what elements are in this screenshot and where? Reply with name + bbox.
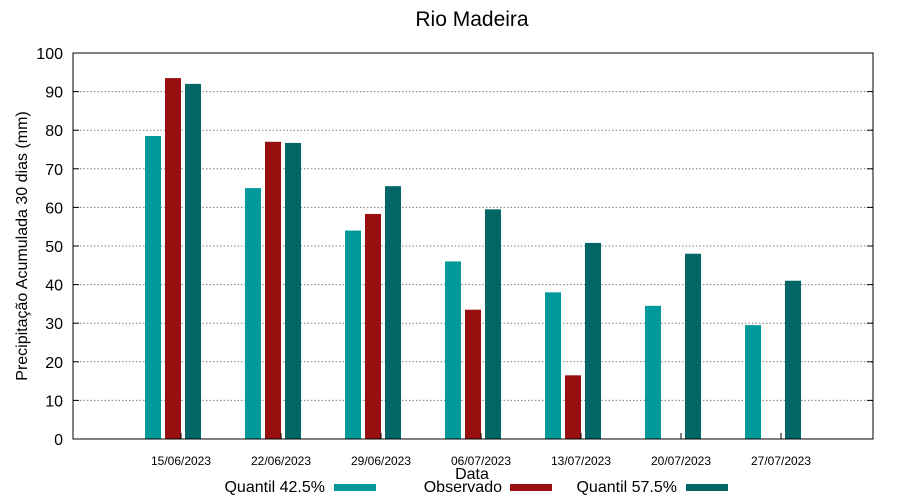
x-tick-label: 20/07/2023 (651, 454, 711, 468)
x-tick-label: 27/07/2023 (751, 454, 811, 468)
bar-quantil-42-5--6 (745, 325, 761, 439)
y-tick-label: 10 (45, 393, 63, 410)
bar-quantil-57-5--0 (185, 83, 201, 439)
x-axis-ticks: 15/06/2023 22/06/2023 29/06/2023 06/07/2023… (151, 433, 811, 468)
bar-quantil-42-5--4 (545, 292, 561, 439)
legend-label: Quantil 57.5% (576, 479, 677, 496)
y-axis-ticks: 0 10 20 30 40 50 60 70 80 90 100 (36, 46, 873, 449)
x-tick-label: 22/06/2023 (251, 454, 311, 468)
bar-quantil-42-5--2 (345, 230, 361, 439)
legend-swatch (686, 484, 728, 491)
bar-observado-2 (365, 213, 381, 439)
legend-swatch (510, 484, 552, 491)
x-tick-label: 06/07/2023 (451, 454, 511, 468)
legend-label: Quantil 42.5% (224, 479, 325, 496)
bar-quantil-57-5--3 (485, 209, 501, 439)
y-tick-label: 30 (45, 316, 63, 333)
bar-quantil-57-5--5 (685, 253, 701, 439)
y-tick-label: 60 (45, 200, 63, 217)
bar-observado-0 (165, 78, 181, 439)
bar-observado-1 (265, 141, 281, 439)
bar-quantil-57-5--4 (585, 242, 601, 439)
bar-quantil-57-5--1 (285, 142, 301, 440)
y-tick-label: 50 (45, 239, 63, 256)
bar-quantil-42-5--0 (145, 135, 161, 440)
x-tick-label: 13/07/2023 (551, 454, 611, 468)
y-tick-label: 80 (45, 123, 63, 140)
bar-quantil-57-5--6 (785, 280, 801, 439)
y-tick-label: 90 (45, 85, 63, 102)
bar-quantil-57-5--2 (385, 186, 401, 439)
bar-quantil-42-5--1 (245, 188, 261, 439)
legend: Quantil 42.5% Observado Quantil 57.5% (224, 479, 728, 496)
x-axis-label: Data (455, 466, 489, 483)
bars (145, 78, 801, 440)
bar-observado-4 (565, 375, 581, 439)
x-tick-label: 15/06/2023 (151, 454, 211, 468)
bar-quantil-42-5--5 (645, 305, 661, 439)
y-tick-label: 100 (36, 46, 63, 63)
legend-swatch (334, 484, 376, 491)
legend-label: Observado (424, 479, 502, 496)
chart-title: Rio Madeira (415, 8, 529, 31)
y-tick-label: 20 (45, 355, 63, 372)
bar-quantil-42-5--3 (445, 261, 461, 439)
y-tick-label: 0 (54, 432, 63, 449)
x-tick-label: 29/06/2023 (351, 454, 411, 468)
y-axis-label: Precipitação Acumulada 30 dias (mm) (14, 111, 31, 380)
bar-observado-3 (465, 309, 481, 439)
y-tick-label: 70 (45, 162, 63, 179)
y-tick-label: 40 (45, 278, 63, 295)
